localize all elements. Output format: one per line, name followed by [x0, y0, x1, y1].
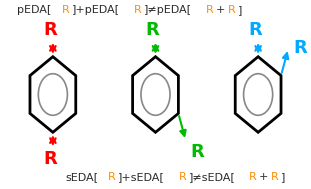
Text: pEDA[: pEDA[	[17, 5, 52, 15]
Text: R: R	[108, 172, 116, 182]
Text: R: R	[249, 172, 257, 182]
Text: R: R	[43, 21, 57, 39]
Text: R: R	[146, 21, 159, 39]
Text: ]+sEDA[: ]+sEDA[	[118, 172, 165, 182]
Text: R: R	[190, 143, 204, 161]
Text: R: R	[43, 150, 57, 168]
Text: +: +	[259, 172, 268, 182]
Text: ]≠pEDA[: ]≠pEDA[	[144, 5, 192, 15]
Text: sEDA[: sEDA[	[65, 172, 99, 182]
Text: R: R	[133, 5, 141, 15]
Text: R: R	[248, 21, 262, 39]
Text: R: R	[293, 39, 307, 57]
Text: +: +	[216, 5, 225, 15]
Text: R: R	[228, 5, 235, 15]
Text: ]+pEDA[: ]+pEDA[	[72, 5, 120, 15]
Text: R: R	[179, 172, 186, 182]
Text: R: R	[206, 5, 213, 15]
Text: ]≠sEDA[: ]≠sEDA[	[188, 172, 235, 182]
Text: R: R	[271, 172, 279, 182]
Text: ]: ]	[281, 172, 285, 182]
Text: R: R	[62, 5, 69, 15]
Text: ]: ]	[238, 5, 242, 15]
